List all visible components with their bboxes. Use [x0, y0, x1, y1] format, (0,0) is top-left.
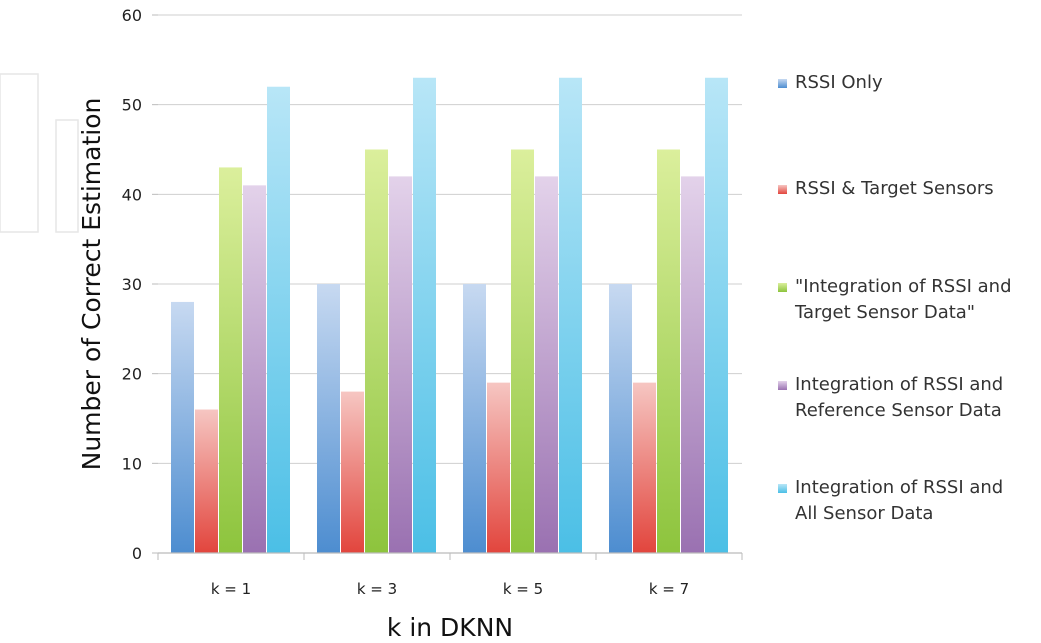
y-tick-label: 20: [122, 365, 142, 384]
bar-5-4: [705, 77, 728, 554]
legend-item: Integration of RSSI and Reference Sensor …: [778, 374, 1003, 421]
legend: RSSI Only RSSI & Target Sensors "Integrati…: [778, 72, 1012, 524]
y-axis-ticks: 0 10 20 30 40 50 60: [122, 6, 158, 563]
bar-3-4: [657, 149, 680, 553]
legend-item: RSSI Only: [778, 72, 883, 93]
bar-2-1: [195, 409, 218, 553]
bar-1-4: [609, 284, 632, 553]
bar-5-2: [413, 77, 436, 554]
x-category-label: k = 7: [649, 580, 689, 598]
bar-1-1: [171, 301, 194, 553]
legend-label: RSSI Only: [795, 72, 883, 93]
y-tick-label: 40: [122, 185, 142, 204]
bar-3-2: [365, 149, 388, 553]
x-category-label: k = 5: [503, 580, 543, 598]
legend-item: Integration of RSSI and All Sensor Data: [778, 477, 1003, 524]
legend-swatch: [778, 185, 787, 194]
bar-2-2: [341, 391, 364, 553]
bar-2-4: [633, 382, 656, 553]
legend-label: "Integration of RSSI and Target Sensor Da…: [794, 276, 1012, 323]
legend-label: Integration of RSSI and Reference Sensor …: [795, 374, 1003, 421]
bar-4-3: [535, 176, 558, 553]
y-tick-label: 60: [122, 6, 142, 25]
legend-label: Integration of RSSI and All Sensor Data: [795, 477, 1003, 524]
legend-label: RSSI & Target Sensors: [795, 178, 994, 199]
y-tick-label: 30: [122, 275, 142, 294]
bar-4-1: [243, 185, 266, 553]
bar-2-3: [487, 382, 510, 553]
y-axis-title: Number of Correct Estimation: [77, 98, 106, 471]
x-axis-categories: k = 1 k = 3 k = 5 k = 7: [211, 580, 689, 598]
x-category-label: k = 1: [211, 580, 251, 598]
y-tick-label: 0: [132, 544, 142, 563]
y-tick-label: 10: [122, 454, 142, 473]
legend-swatch: [778, 283, 787, 292]
x-category-label: k = 3: [357, 580, 397, 598]
bar-3-3: [511, 149, 534, 553]
bar-3-1: [219, 167, 242, 553]
bar-4-2: [389, 176, 412, 553]
bar-5-3: [559, 77, 582, 554]
legend-item: "Integration of RSSI and Target Sensor Da…: [778, 276, 1012, 323]
bars: [171, 77, 728, 554]
bar-1-3: [463, 284, 486, 553]
x-axis-title: k in DKNN: [387, 613, 513, 642]
bar-5-1: [267, 86, 290, 553]
background-decoration: [0, 73, 79, 233]
legend-swatch: [778, 79, 787, 88]
bar-4-4: [681, 176, 704, 553]
legend-swatch: [778, 381, 787, 390]
bar-1-2: [317, 284, 340, 553]
x-axis: [157, 552, 743, 560]
legend-swatch: [778, 484, 787, 493]
y-tick-label: 50: [122, 96, 142, 115]
legend-item: RSSI & Target Sensors: [778, 178, 994, 199]
